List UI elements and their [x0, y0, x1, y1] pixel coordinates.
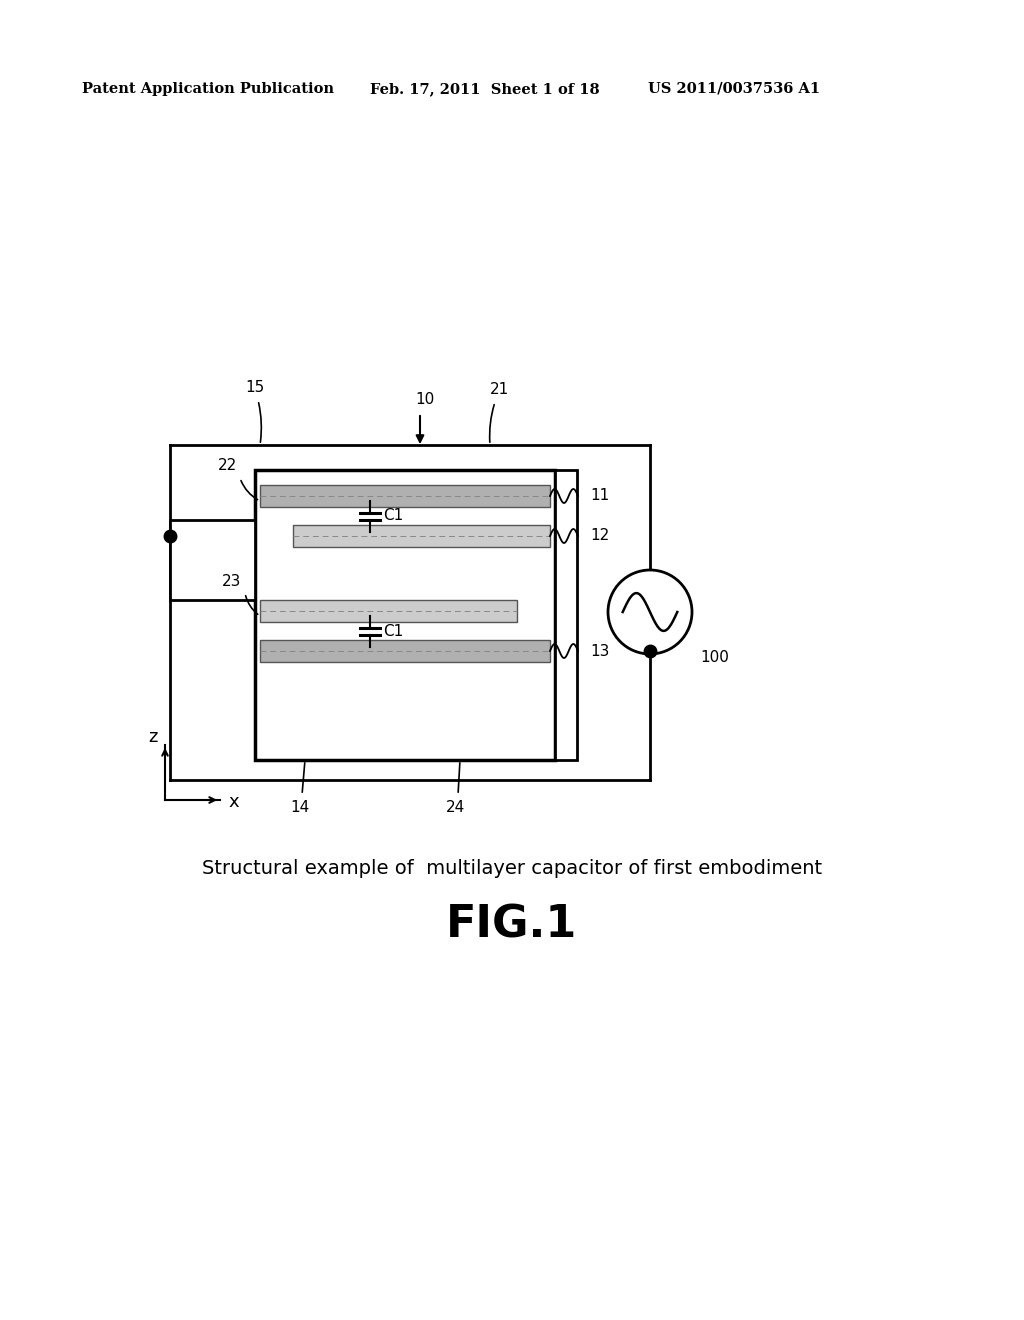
Text: 12: 12 — [590, 528, 609, 544]
Text: FIG.1: FIG.1 — [446, 903, 578, 946]
Bar — [170, 520, 255, 601]
Bar — [260, 640, 550, 663]
Text: C1: C1 — [383, 623, 403, 639]
Text: 100: 100 — [700, 649, 729, 664]
Bar — [260, 601, 517, 622]
Text: Patent Application Publication: Patent Application Publication — [82, 82, 334, 96]
Text: 13: 13 — [590, 644, 609, 659]
Text: 10: 10 — [415, 392, 434, 408]
Text: 21: 21 — [490, 383, 509, 397]
Text: Structural example of  multilayer capacitor of first embodiment: Structural example of multilayer capacit… — [202, 858, 822, 878]
Text: 14: 14 — [290, 800, 309, 814]
Bar — [293, 525, 550, 546]
Bar — [260, 484, 550, 507]
Bar — [555, 470, 577, 760]
Text: Feb. 17, 2011  Sheet 1 of 18: Feb. 17, 2011 Sheet 1 of 18 — [370, 82, 600, 96]
Text: 23: 23 — [222, 573, 242, 589]
Text: US 2011/0037536 A1: US 2011/0037536 A1 — [648, 82, 820, 96]
Bar — [255, 470, 555, 760]
Text: 11: 11 — [590, 488, 609, 503]
Text: 22: 22 — [218, 458, 238, 474]
Text: 15: 15 — [245, 380, 264, 395]
Text: 24: 24 — [446, 800, 465, 814]
Circle shape — [608, 570, 692, 653]
Text: x: x — [228, 793, 239, 810]
Text: z: z — [148, 729, 158, 746]
Text: C1: C1 — [383, 508, 403, 524]
